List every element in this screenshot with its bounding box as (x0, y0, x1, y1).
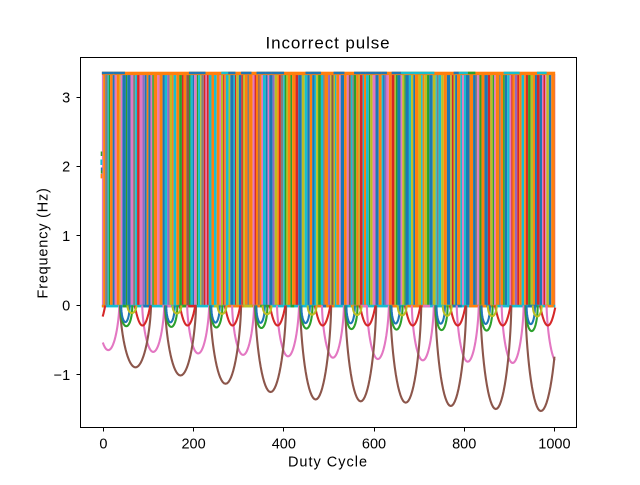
svg-text:400: 400 (272, 436, 296, 452)
svg-text:200: 200 (181, 436, 205, 452)
svg-text:−1: −1 (54, 368, 71, 384)
svg-text:0: 0 (99, 436, 107, 452)
svg-text:1: 1 (62, 229, 70, 245)
svg-text:Frequency (Hz): Frequency (Hz) (36, 187, 52, 298)
svg-text:Duty Cycle: Duty Cycle (288, 454, 368, 470)
svg-text:800: 800 (452, 436, 476, 452)
svg-text:2: 2 (62, 160, 70, 176)
svg-text:1000: 1000 (538, 436, 570, 452)
svg-text:Incorrect pulse: Incorrect pulse (266, 33, 391, 52)
svg-text:3: 3 (62, 90, 70, 106)
svg-text:600: 600 (362, 436, 386, 452)
svg-text:0: 0 (62, 298, 70, 314)
